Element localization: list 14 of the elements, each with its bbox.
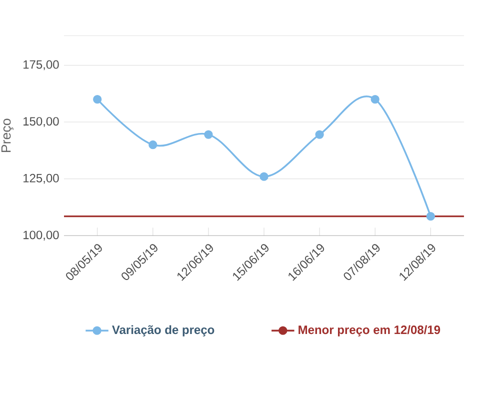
- point: [93, 94, 102, 104]
- point: [370, 94, 380, 104]
- legend-label: Menor preço em 12/08/19: [298, 325, 440, 336]
- point: [260, 172, 268, 181]
- y-tick-label: 150,00: [24, 117, 59, 127]
- y-tick-label: 100,00: [24, 230, 59, 241]
- y-tick-label: 175,00: [24, 60, 59, 70]
- point: [204, 130, 213, 139]
- legend-label: Variação de preço: [112, 325, 214, 336]
- point: [426, 212, 435, 221]
- y-tick-label: 125,00: [24, 174, 59, 184]
- point: [315, 130, 324, 139]
- y-axis-title: Preço: [1, 118, 14, 152]
- point: [148, 140, 158, 150]
